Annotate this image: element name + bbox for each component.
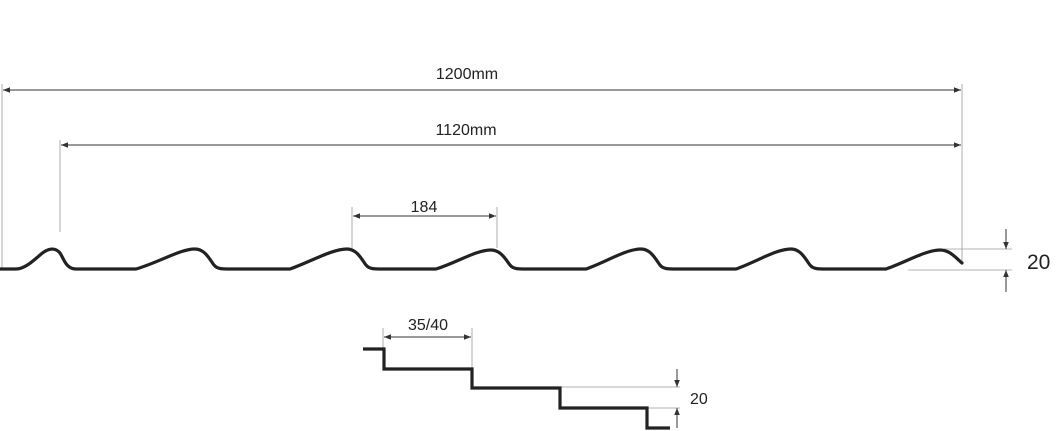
step-length-label: 35/40 bbox=[408, 317, 448, 334]
step-view: 35/40 20 bbox=[363, 317, 708, 430]
extension-lines bbox=[1, 84, 1012, 271]
step-profile-line bbox=[363, 347, 670, 430]
height-label: 20 bbox=[1027, 251, 1050, 274]
step-height-label: 20 bbox=[690, 391, 708, 408]
step-extension-lines bbox=[382, 328, 680, 409]
overall-width-label: 1200mm bbox=[436, 66, 498, 83]
profile-view: 1200mm 1120mm 184 20 bbox=[0, 66, 1050, 292]
corrugated-profile-line bbox=[0, 247, 964, 271]
effective-width-label: 1120mm bbox=[435, 122, 496, 139]
pitch-label: 184 bbox=[411, 199, 438, 216]
